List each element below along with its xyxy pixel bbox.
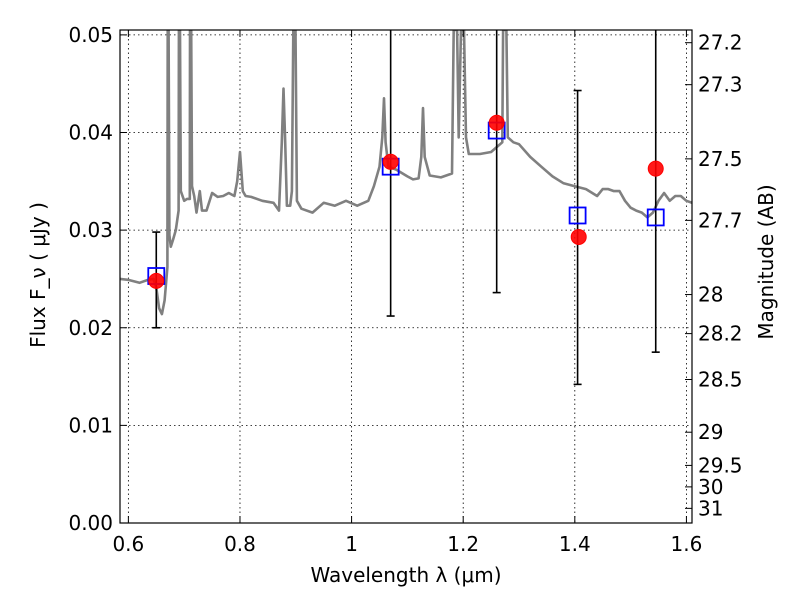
y-tick-label: 0.00 — [68, 511, 113, 535]
y-tick-label: 0.03 — [68, 218, 113, 242]
y-tick-label: 0.05 — [68, 23, 113, 47]
right-tick-label: 28.5 — [698, 367, 743, 391]
observed-point-marker — [570, 228, 587, 245]
plot-frame — [119, 29, 693, 524]
x-tick-label: 0.8 — [224, 532, 256, 556]
right-tick-label: 28 — [698, 283, 723, 307]
observed-point-marker — [488, 114, 505, 131]
y-axis-title: Flux F_ν ( μJy ) — [26, 202, 50, 348]
right-tick-label: 28.2 — [698, 322, 743, 346]
observed-point-marker — [148, 272, 165, 289]
model-square-marker — [568, 206, 587, 225]
right-tick-label: 29 — [698, 420, 723, 444]
right-tick-label: 27.7 — [698, 208, 743, 232]
right-axis-title: Magnitude (AB) — [754, 184, 778, 339]
right-tick-label: 27.5 — [698, 147, 743, 171]
right-tick-label: 27.3 — [698, 73, 743, 97]
observed-point-marker — [382, 153, 399, 170]
model-square-marker — [646, 208, 665, 227]
spectrum-line — [120, 30, 692, 316]
y-tick-label: 0.04 — [68, 121, 113, 145]
grid — [120, 30, 692, 524]
x-tick-label: 1.2 — [447, 532, 479, 556]
x-tick-label: 1.4 — [559, 532, 591, 556]
observed-point-marker — [647, 160, 664, 177]
spectrum-curve-layer — [120, 30, 692, 316]
x-tick-label: 0.6 — [112, 532, 144, 556]
observed-point-layer — [148, 114, 664, 289]
right-tick-label: 27.2 — [698, 31, 743, 55]
y-tick-label: 0.01 — [68, 413, 113, 437]
x-axis-title: Wavelength λ (μm) — [310, 563, 501, 587]
right-tick-label: 30 — [698, 475, 723, 499]
y-tick-label: 0.02 — [68, 316, 113, 340]
right-tick-label: 31 — [698, 496, 723, 520]
right-tick-label: 29.5 — [698, 453, 743, 477]
x-tick-label: 1 — [345, 532, 358, 556]
x-tick-label: 1.6 — [671, 532, 703, 556]
tick-layer: 0.6 0.8 1 1.2 1.4 1.6 0.00 0.01 0.02 0.03 0.04 0.05… — [68, 23, 742, 556]
